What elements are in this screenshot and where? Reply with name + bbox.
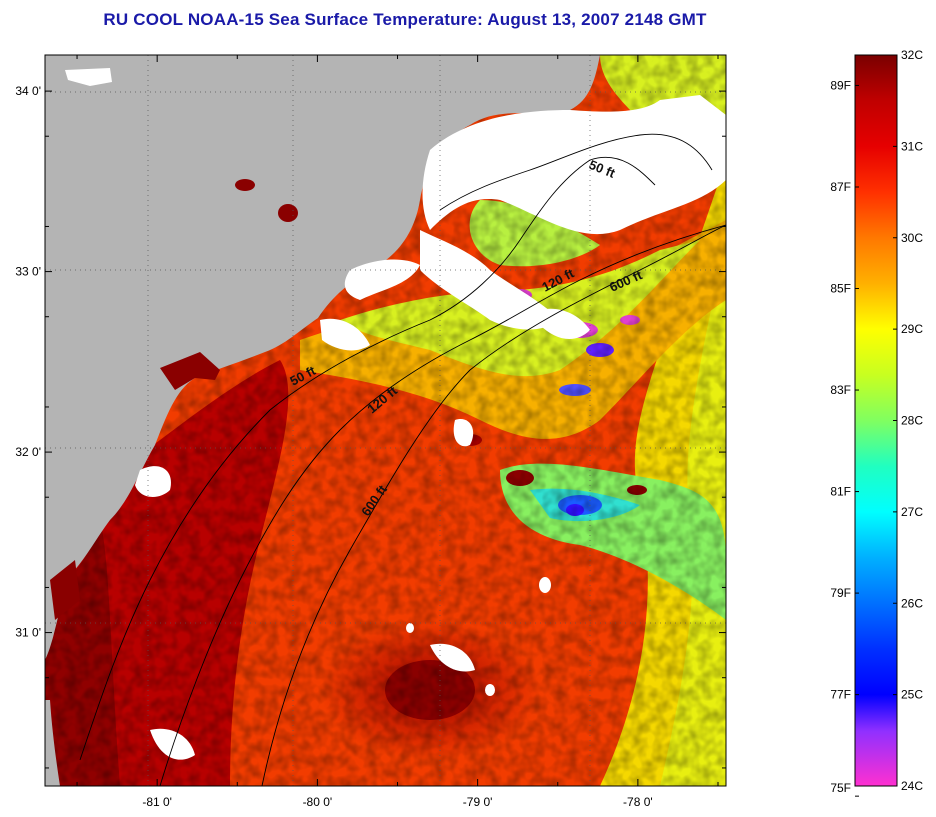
lon-tick-label: -78 0': [623, 795, 653, 809]
fahrenheit-label: 87F: [830, 180, 851, 194]
celsius-label: 25C: [901, 688, 923, 702]
contour-600ft: [261, 224, 726, 786]
lon-tick-label: -80 0': [303, 795, 333, 809]
lat-tick-label: 34 0': [15, 84, 41, 98]
grid: [45, 55, 726, 786]
lat-tick-label: 32 0': [15, 445, 41, 459]
fahrenheit-label: 89F: [830, 78, 851, 92]
lon-tick-label: -81 0': [142, 795, 172, 809]
colorbar-labels: 32C 31C 30C 29C 28C 27C 26C 25C 24C 89F 87F 85F 83F 8…: [830, 48, 923, 797]
land-mass-south: [45, 700, 60, 786]
lon-tick-label: -79 0': [463, 795, 493, 809]
lat-tick-label: 33 0': [15, 265, 41, 279]
celsius-label: 28C: [901, 414, 923, 428]
axes: 34 0' 33 0' 32 0' 31 0' -81 0' -80 0' -79 0' -7…: [15, 55, 726, 809]
land-mass: [45, 55, 600, 660]
celsius-label: 26C: [901, 596, 923, 610]
celsius-label: 30C: [901, 231, 923, 245]
fahrenheit-label: 81F: [830, 485, 851, 499]
fahrenheit-label: 79F: [830, 586, 851, 600]
celsius-label: 29C: [901, 322, 923, 336]
celsius-label: 27C: [901, 505, 923, 519]
contour-120ft: [159, 224, 726, 786]
celsius-label: 31C: [901, 139, 923, 153]
depth-contours: [79, 133, 726, 786]
contour-50ft: [79, 156, 656, 761]
map-frame: [44, 54, 727, 787]
map-title: RU COOL NOAA-15 Sea Surface Temperature:…: [103, 10, 707, 29]
cloud-mask: [65, 68, 726, 760]
colorbar-gradient: [854, 54, 898, 787]
celsius-label: 24C: [901, 779, 923, 793]
fahrenheit-label: 75F: [830, 781, 851, 795]
inland-water: [50, 179, 298, 620]
fahrenheit-label: 83F: [830, 383, 851, 397]
celsius-label: 32C: [901, 48, 923, 62]
fahrenheit-label: 85F: [830, 282, 851, 296]
lat-tick-label: 31 0': [15, 626, 41, 640]
fahrenheit-label: 77F: [830, 688, 851, 702]
